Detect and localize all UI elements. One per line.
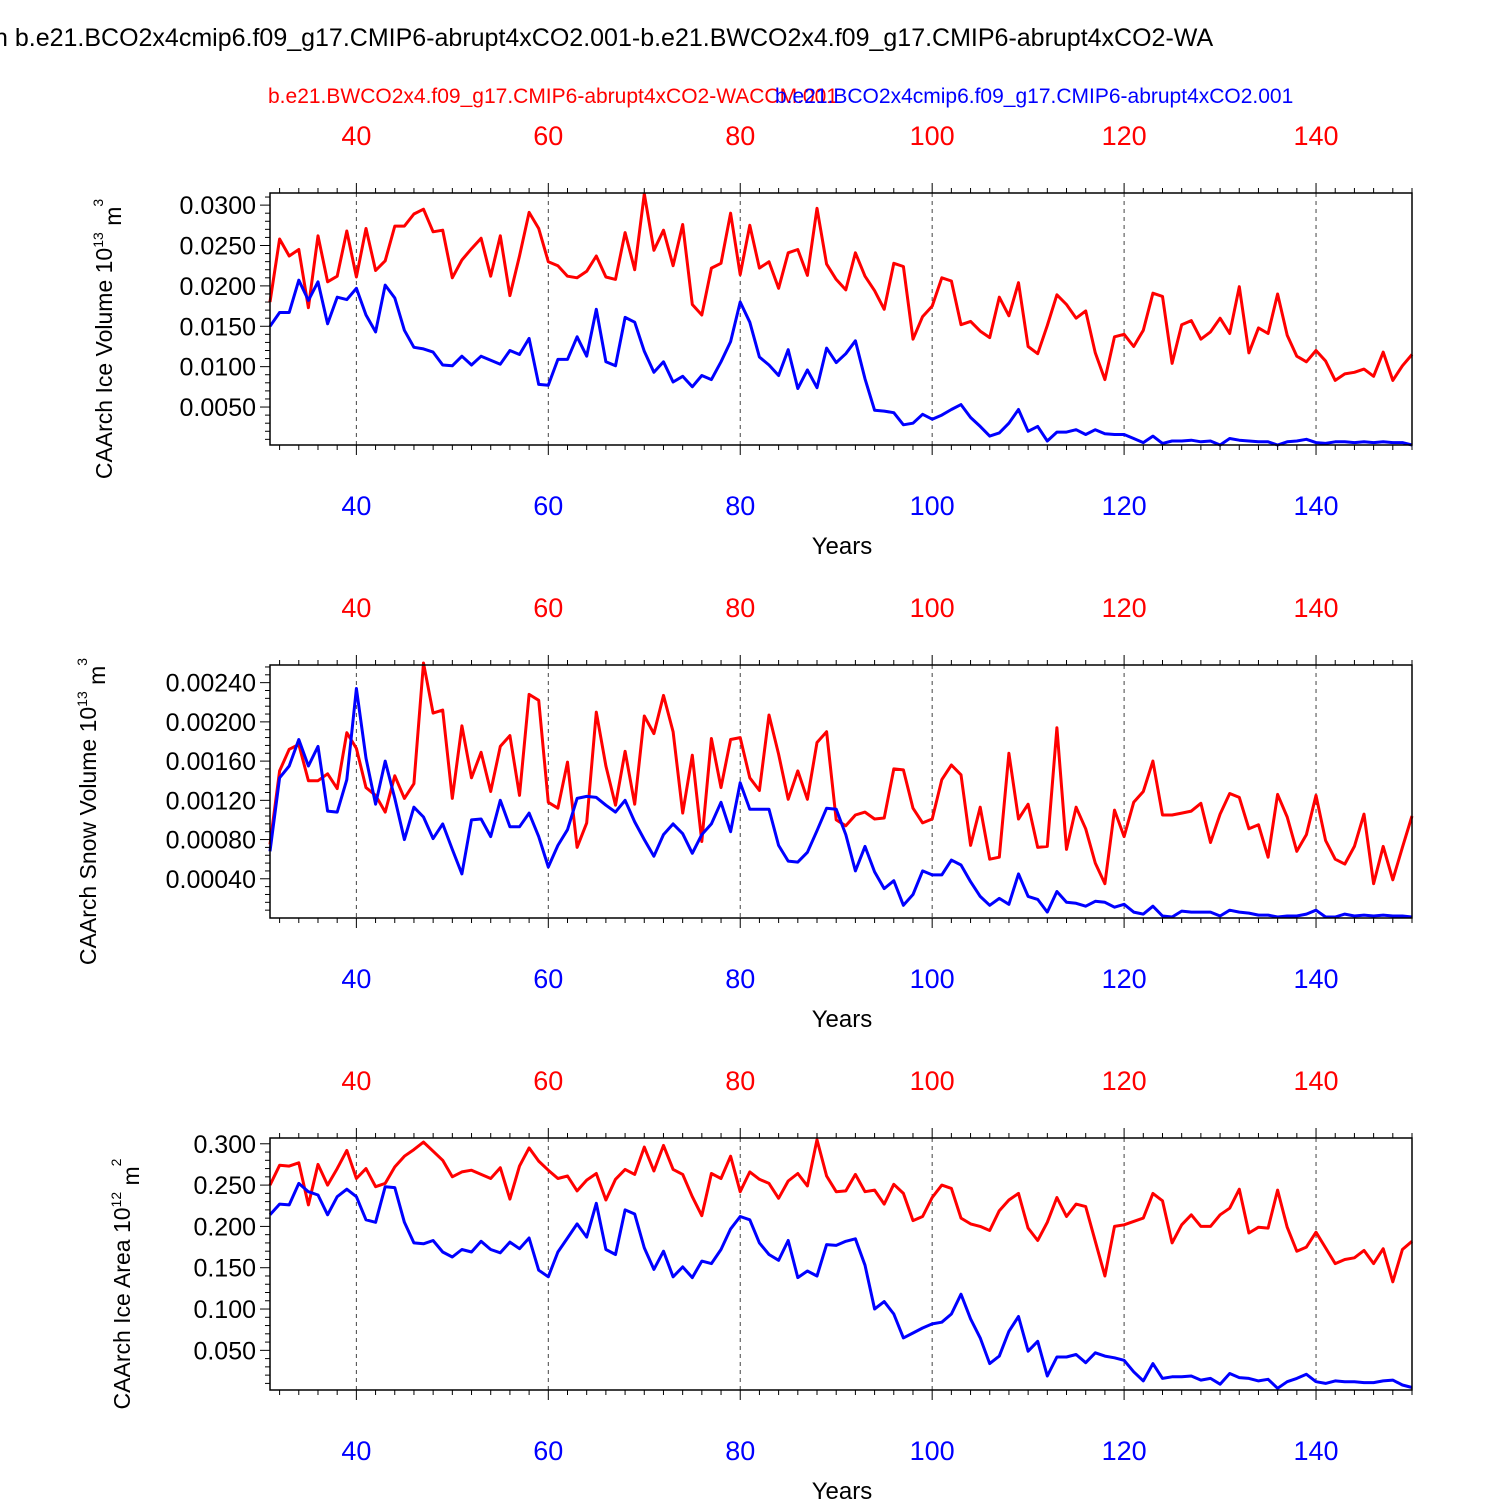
x-tick-label-top: 80	[725, 1066, 755, 1096]
x-tick-label-bottom: 120	[1102, 491, 1147, 521]
blue-series-line	[268, 687, 1413, 919]
chart-panel-1: 40 40 60 60 80 80 100 100 120 120 140 140 0.0050 0.01…	[90, 121, 1414, 560]
x-tick-label-bottom: 120	[1102, 964, 1147, 994]
blue-series-label: b.e21.BCO2x4cmip6.f09_g17.CMIP6-abrupt4x…	[775, 85, 1293, 108]
x-tick-label-bottom: 60	[533, 1436, 563, 1466]
x-tick-label-bottom: 80	[725, 491, 755, 521]
x-tick-label-bottom: 100	[910, 491, 955, 521]
y-axis-label: CAArch Ice Volume 1013 m3	[90, 199, 126, 480]
red-series-line	[268, 1138, 1413, 1284]
blue-series-line	[268, 1181, 1413, 1390]
x-tick-label-top: 80	[725, 593, 755, 623]
x-tick-label-top: 40	[341, 1066, 371, 1096]
y-tick-label: 0.0150	[180, 313, 256, 341]
x-tick-label-top: 100	[910, 593, 955, 623]
y-tick-label: 0.0250	[180, 233, 256, 261]
y-tick-label: 0.00120	[166, 787, 256, 815]
x-tick-label-bottom: 60	[533, 491, 563, 521]
x-axis-label: Years	[812, 533, 873, 560]
x-tick-label-top: 60	[533, 1066, 563, 1096]
x-axis-label: Years	[812, 1006, 873, 1033]
x-tick-label-top: 140	[1294, 1066, 1339, 1096]
x-tick-label-top: 40	[341, 593, 371, 623]
x-tick-label-top: 120	[1102, 121, 1147, 151]
x-tick-label-bottom: 40	[341, 1436, 371, 1466]
y-tick-label: 0.00200	[166, 709, 256, 737]
y-tick-label: 0.300	[193, 1131, 256, 1159]
x-tick-label-top: 80	[725, 121, 755, 151]
plot-frame	[269, 1137, 1413, 1391]
x-tick-label-top: 120	[1102, 593, 1147, 623]
y-tick-label: 0.00160	[166, 748, 256, 776]
y-tick-label: 0.250	[193, 1172, 256, 1200]
y-tick-label: 0.0200	[180, 273, 256, 301]
main-title: n b.e21.BCO2x4cmip6.f09_g17.CMIP6-abrupt…	[0, 24, 1213, 52]
red-series-line	[268, 192, 1414, 382]
x-tick-label-top: 60	[533, 121, 563, 151]
red-series-line	[268, 661, 1414, 886]
x-tick-label-bottom: 40	[341, 964, 371, 994]
blue-series-line	[268, 278, 1413, 447]
y-tick-label: 0.150	[193, 1255, 256, 1283]
x-tick-label-bottom: 140	[1294, 491, 1339, 521]
x-tick-label-bottom: 120	[1102, 1436, 1147, 1466]
x-tick-label-top: 120	[1102, 1066, 1147, 1096]
x-tick-label-top: 140	[1294, 121, 1339, 151]
y-tick-label: 0.0050	[180, 394, 256, 422]
x-tick-label-top: 100	[910, 1066, 955, 1096]
chart-panel-3: 40 40 60 60 80 80 100 100 120 120 140 140 0.050 0.100…	[108, 1066, 1413, 1500]
x-tick-label-top: 100	[910, 121, 955, 151]
y-tick-label: 0.0300	[180, 192, 256, 220]
x-axis-label: Years	[812, 1478, 873, 1500]
x-tick-label-top: 40	[341, 121, 371, 151]
y-tick-label: 0.200	[193, 1213, 256, 1241]
y-tick-label: 0.050	[193, 1337, 256, 1365]
x-tick-label-bottom: 60	[533, 964, 563, 994]
x-tick-label-bottom: 80	[725, 1436, 755, 1466]
plot-frame	[269, 192, 1413, 446]
x-tick-label-bottom: 100	[910, 1436, 955, 1466]
chart-panel-2: 40 40 60 60 80 80 100 100 120 120 140 140 0.00040 0.0…	[74, 593, 1414, 1033]
y-tick-label: 0.100	[193, 1296, 256, 1324]
x-tick-label-bottom: 40	[341, 491, 371, 521]
y-axis-label: CAArch Snow Volume 1013 m3	[74, 658, 110, 965]
y-tick-label: 0.0100	[180, 354, 256, 382]
y-tick-label: 0.00240	[166, 670, 256, 698]
x-tick-label-top: 60	[533, 593, 563, 623]
x-tick-label-bottom: 80	[725, 964, 755, 994]
y-tick-label: 0.00080	[166, 827, 256, 855]
y-tick-label: 0.00040	[166, 866, 256, 894]
y-axis-label: CAArch Ice Area 1012 m2	[108, 1158, 144, 1409]
plot-frame	[269, 664, 1413, 919]
x-tick-label-bottom: 140	[1294, 964, 1339, 994]
red-series-label: b.e21.BWCO2x4.f09_g17.CMIP6-abrupt4xCO2-…	[268, 85, 838, 108]
x-tick-label-bottom: 100	[910, 964, 955, 994]
x-tick-label-bottom: 140	[1294, 1436, 1339, 1466]
x-tick-label-top: 140	[1294, 593, 1339, 623]
